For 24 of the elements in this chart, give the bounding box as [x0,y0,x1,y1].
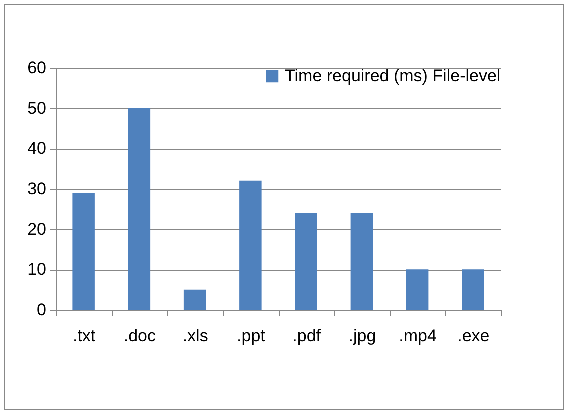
y-tick-label: 10 [28,260,46,280]
bar [462,270,484,310]
x-tick-label: .ppt [237,326,266,346]
x-tick-label: .pdf [292,326,322,346]
y-tick-label: 20 [28,220,46,239]
bar [72,193,95,310]
x-tick-label: .exe [458,326,490,346]
bar [350,213,374,310]
bar [406,270,429,310]
bar [184,290,206,310]
x-tick-label: .doc [124,326,156,346]
bar [240,180,262,310]
y-tick-label: 0 [37,300,46,320]
y-tick-label: 40 [28,139,46,158]
y-tick-label: 30 [28,180,46,198]
x-tick-label: .txt [72,326,96,346]
x-tick-label: .mp4 [399,326,437,346]
x-tick-label: .xls [182,326,208,346]
y-tick-label: 50 [28,98,46,118]
y-tick-label: 60 [28,58,46,78]
bar [295,213,318,310]
x-tick-label: .jpg [348,326,376,346]
legend-label: Time required (ms) File-level [285,66,501,86]
bar [128,108,151,310]
